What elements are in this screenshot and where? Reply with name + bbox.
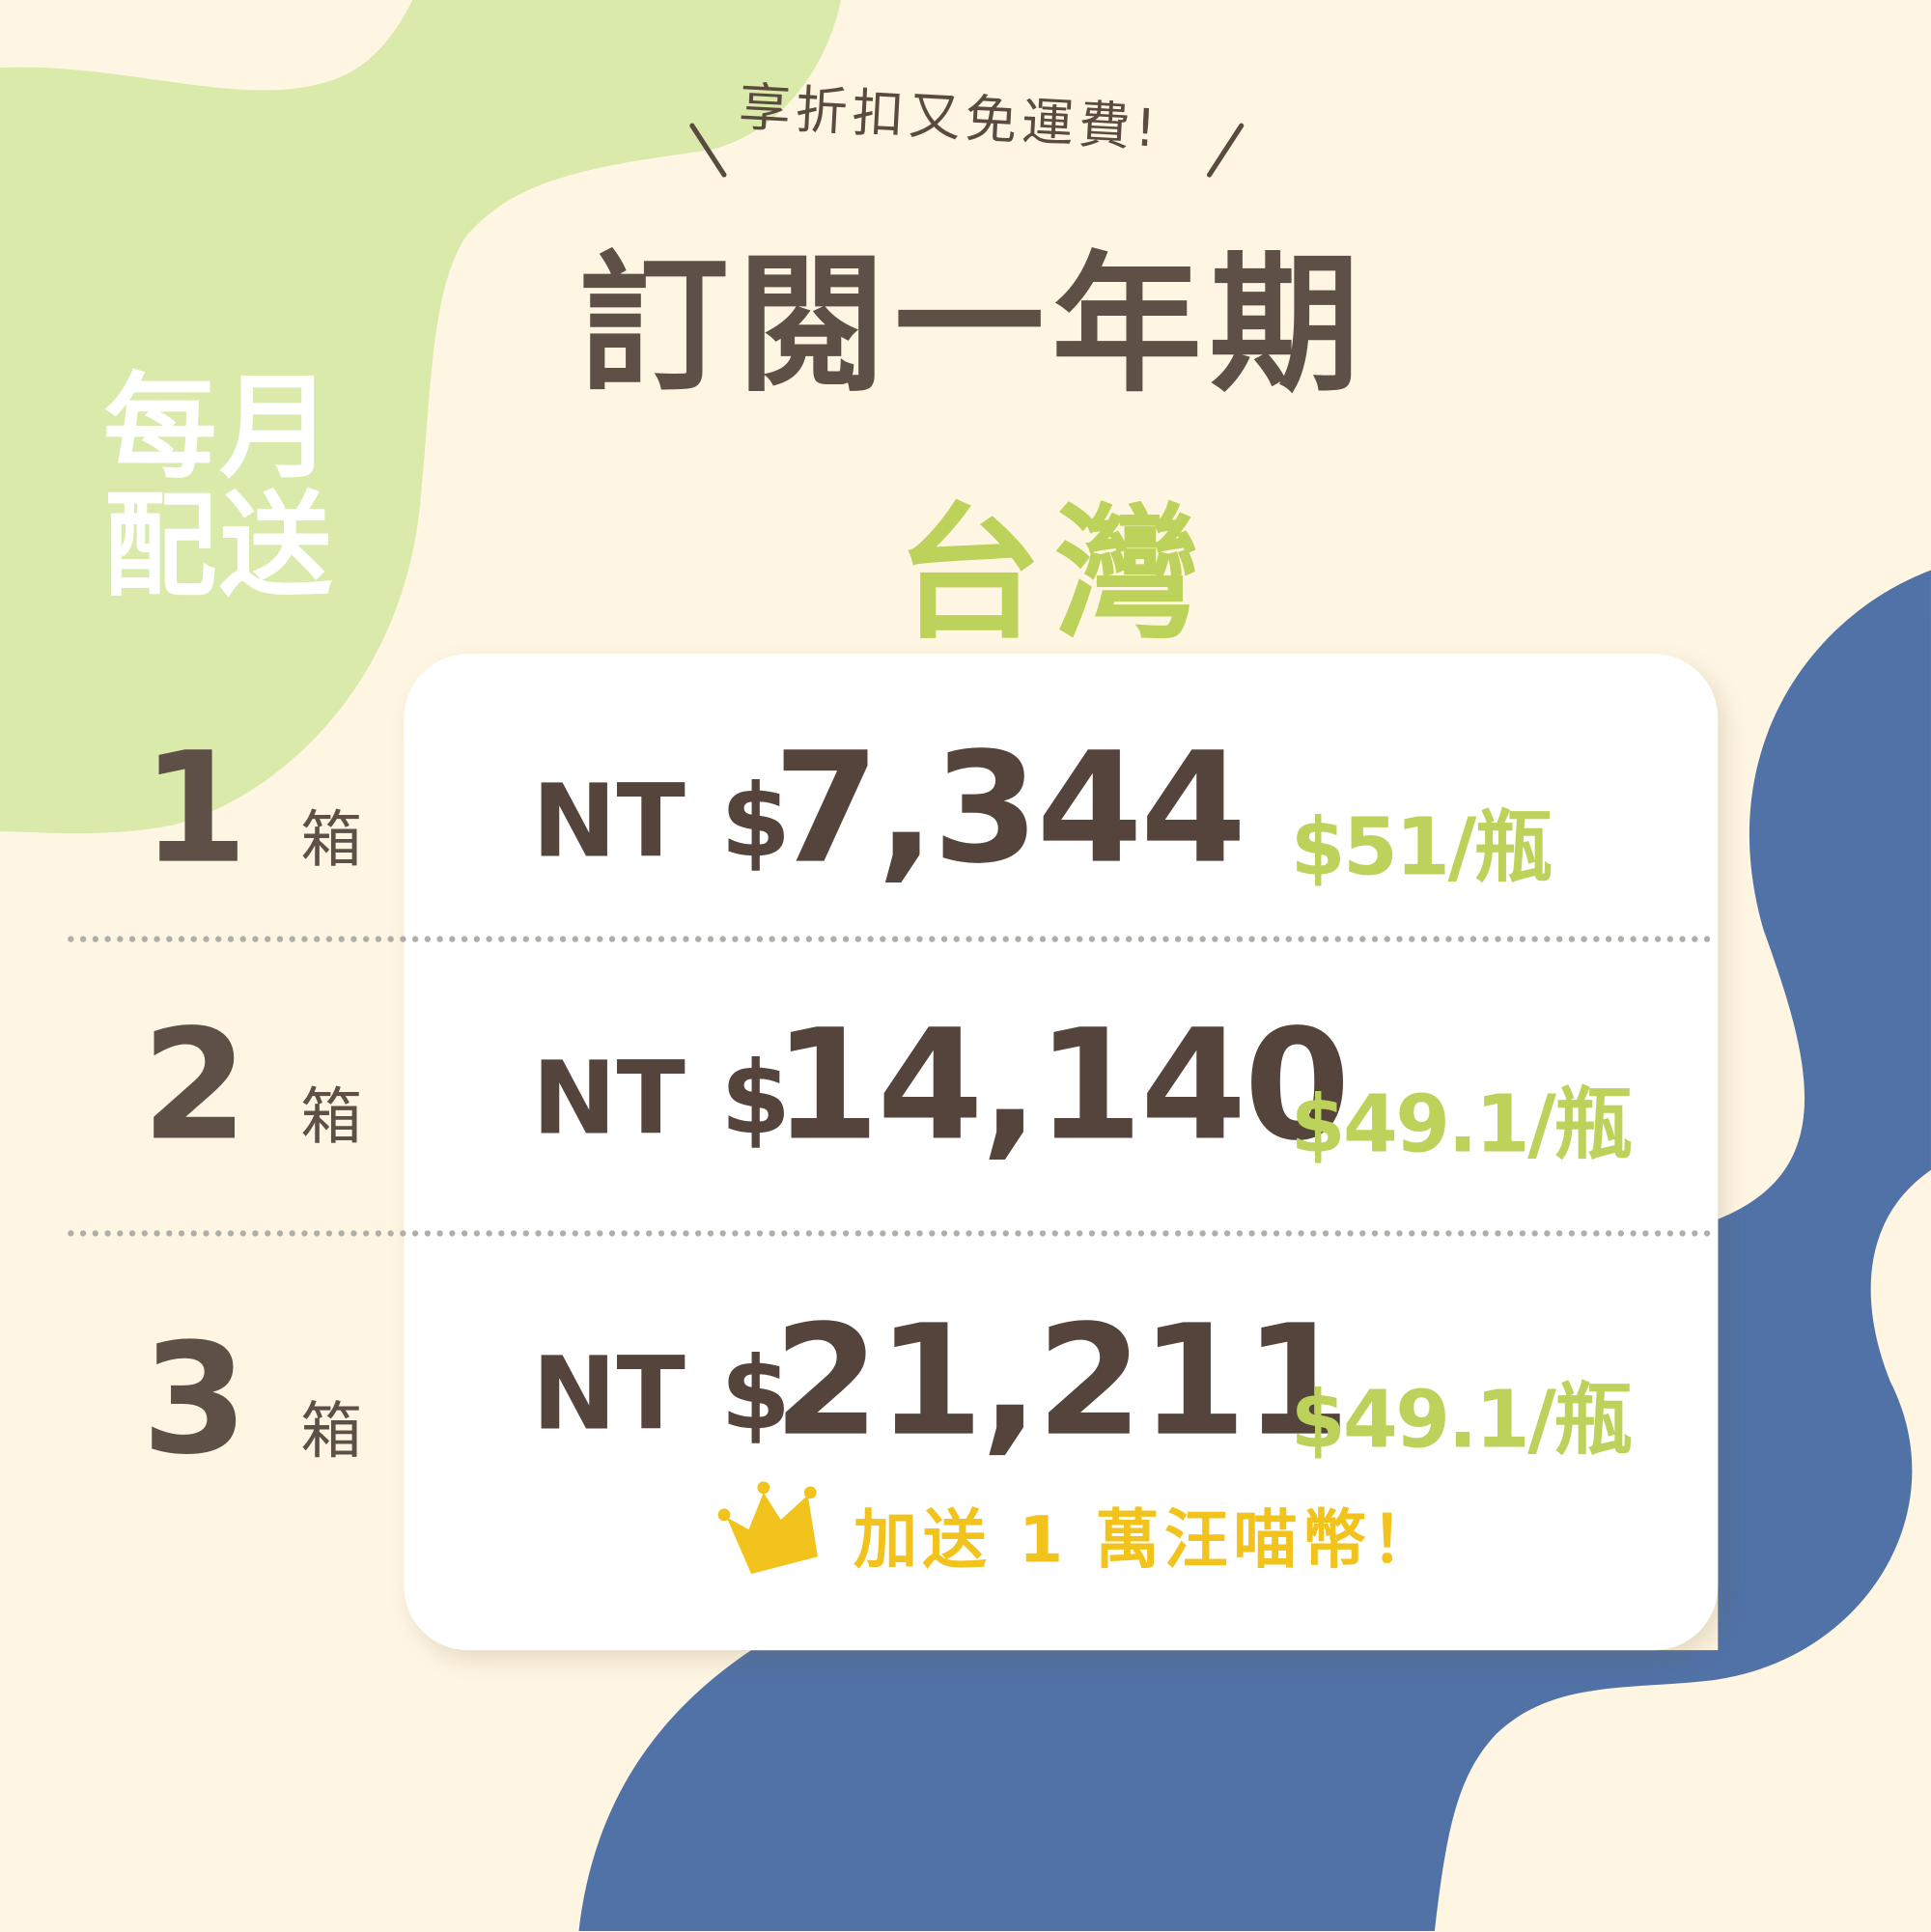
qty: 2 xyxy=(141,997,248,1175)
slash-right xyxy=(1206,123,1245,178)
per-bottle-price: $49.1/瓶 xyxy=(1290,1079,1633,1172)
currency: NT $ xyxy=(532,763,792,881)
price: 14,140 xyxy=(773,997,1351,1175)
crown-icon xyxy=(717,1481,818,1575)
price: 7,344 xyxy=(773,720,1246,898)
green-blob xyxy=(0,0,842,834)
badge-line2: 配送 xyxy=(103,480,335,612)
region-label: 台灣 xyxy=(896,489,1213,659)
per-bottle-price: $51/瓶 xyxy=(1290,802,1553,895)
currency: NT $ xyxy=(532,1335,792,1454)
qty: 1 xyxy=(141,720,248,898)
unit: 箱 xyxy=(300,1395,362,1468)
per-bottle-price: $49.1/瓶 xyxy=(1290,1375,1633,1468)
qty: 3 xyxy=(141,1311,248,1490)
unit: 箱 xyxy=(300,1080,362,1153)
page-title: 訂閱一年期 xyxy=(578,238,1367,413)
badge-line1: 每月 xyxy=(103,361,335,494)
divider xyxy=(68,1230,1712,1237)
divider xyxy=(68,936,1712,942)
slash-left xyxy=(689,123,727,178)
price: 21,211 xyxy=(773,1293,1351,1470)
bonus-text: 加送 1 萬汪喵幣！ xyxy=(853,1503,1441,1578)
blue-blob xyxy=(578,570,1931,1931)
price-card xyxy=(404,654,1719,1651)
unit: 箱 xyxy=(300,803,362,876)
currency: NT $ xyxy=(532,1040,792,1158)
